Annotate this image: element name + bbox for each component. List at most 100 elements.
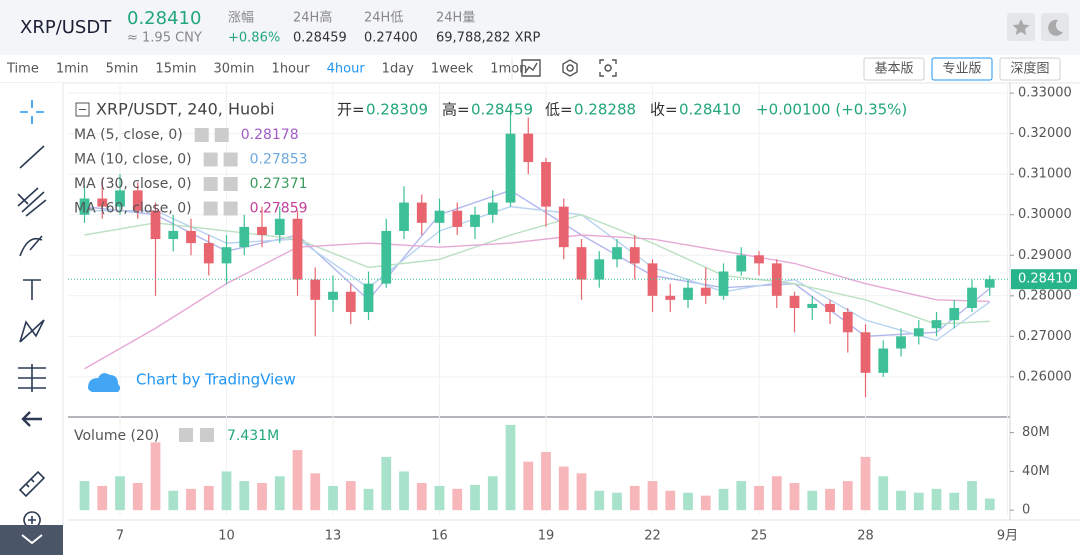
view-button[interactable] (863, 57, 925, 81)
volume-bar (292, 450, 303, 511)
volume-bar (896, 490, 906, 511)
candle-body (487, 202, 498, 215)
settings-box[interactable] (203, 152, 218, 167)
volume-bar (807, 490, 818, 511)
chevron-icon (21, 534, 43, 545)
legend-change: +0.00100 (+0.35%) (756, 101, 907, 119)
fullscreen-icon[interactable] (599, 59, 617, 77)
settings-box[interactable] (203, 177, 218, 191)
ma-label: MA (10, close, 0) (74, 152, 192, 168)
close-box[interactable] (223, 201, 238, 216)
close-box[interactable] (223, 177, 238, 191)
view-button[interactable] (999, 57, 1061, 81)
candle-body (452, 210, 463, 227)
volume-bar (683, 492, 693, 511)
candle-body (221, 247, 232, 264)
volume-bar (203, 485, 214, 511)
candle-body (736, 255, 747, 272)
close-box[interactable] (200, 428, 214, 442)
close-box[interactable] (223, 152, 238, 167)
interval-button[interactable]: 1day (382, 62, 414, 77)
crosshair-tool[interactable] (20, 100, 44, 124)
stat-label: 24H量 (436, 11, 475, 26)
candle-body (700, 287, 711, 296)
text-tool[interactable] (23, 279, 41, 300)
candle-body (931, 320, 942, 329)
volume-bar (97, 485, 108, 511)
collapse-button[interactable] (0, 525, 63, 555)
settings-box[interactable] (203, 201, 218, 216)
volume-bar (558, 466, 569, 511)
volume-bar (860, 456, 871, 511)
settings-icon[interactable] (562, 59, 578, 77)
ma-value: 0.28178 (241, 127, 299, 143)
volume-bar (825, 488, 835, 511)
candle-body (97, 198, 108, 207)
x-tick-label: 13 (325, 529, 342, 544)
candle-body (913, 328, 924, 337)
indicator-icon[interactable] (521, 59, 541, 77)
y-tick-label: 0.28000 (1018, 288, 1072, 303)
fib-tool[interactable] (17, 187, 47, 217)
settings-box[interactable] (179, 428, 193, 442)
interval-button[interactable]: 1week (431, 62, 474, 77)
interval-button[interactable]: 1hour (272, 62, 311, 77)
legend-value: 0.28459 (471, 101, 533, 119)
volume-bar (150, 442, 161, 511)
drawing-toolbar (0, 83, 63, 555)
settings-box[interactable] (194, 128, 209, 142)
interval-button[interactable]: 4hour (327, 62, 366, 77)
interval-button[interactable]: Time (6, 62, 39, 77)
candle-body (523, 133, 534, 163)
last-price-tag (1011, 269, 1077, 290)
ruler-tool[interactable] (18, 470, 46, 498)
volume-bar (842, 481, 853, 511)
plot (68, 85, 1014, 515)
interval-button[interactable]: 1min (56, 62, 89, 77)
candle-body (186, 230, 196, 244)
volume-bar (967, 481, 977, 511)
stat-value: 0.27400 (364, 31, 418, 46)
volume-bar (434, 485, 445, 511)
moon-icon (1048, 19, 1063, 36)
volume-bar (665, 490, 676, 511)
volume-bar (594, 490, 605, 511)
line-tool[interactable] (19, 145, 45, 169)
interval-button[interactable]: 30min (213, 62, 254, 77)
candle-body (541, 162, 551, 207)
candle-body (718, 271, 729, 296)
view-button[interactable] (931, 57, 993, 81)
pattern-tool[interactable] (19, 319, 45, 343)
interval-button[interactable]: 5min (106, 62, 139, 77)
y-tick-label: 0.31000 (1018, 167, 1072, 182)
interval-button[interactable]: 1mon (490, 62, 527, 77)
volume-tick-label: 80M (1022, 425, 1050, 440)
measure-tool[interactable] (18, 364, 46, 392)
close-box[interactable] (214, 128, 229, 142)
candle-body (150, 210, 161, 240)
ma-label: MA (30, close, 0) (74, 176, 192, 192)
view-label: 基本版 (874, 62, 913, 77)
back-tool[interactable] (21, 411, 42, 427)
volume-tick-label: 40M (1022, 464, 1050, 479)
collapse-legend[interactable] (75, 102, 90, 117)
brush-tool[interactable] (19, 235, 43, 257)
interval-button[interactable]: 15min (155, 62, 196, 77)
view-label: 深度图 (1010, 61, 1049, 77)
candle-body (257, 226, 267, 235)
candle-body (292, 218, 303, 280)
volume-bar (115, 476, 125, 511)
x-tick-label: 22 (644, 529, 661, 544)
volume-bar (487, 476, 498, 511)
volume-bar (239, 481, 250, 511)
candle-body (807, 303, 818, 308)
volume-bar (754, 485, 764, 511)
y-tick-label: 0.33000 (1018, 86, 1072, 101)
stat-label: 24H高 (293, 10, 332, 26)
volume-bar (470, 484, 480, 511)
volume-bar (221, 471, 232, 511)
ma-line (84, 213, 990, 325)
volume-bar (771, 476, 782, 511)
candle-body (984, 279, 995, 288)
